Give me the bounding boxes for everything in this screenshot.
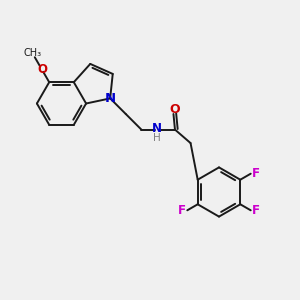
Text: H: H xyxy=(153,133,161,143)
Text: N: N xyxy=(152,122,162,136)
Text: F: F xyxy=(252,167,260,180)
Text: F: F xyxy=(178,204,186,217)
Text: F: F xyxy=(252,204,260,217)
Text: O: O xyxy=(169,103,180,116)
Text: CH₃: CH₃ xyxy=(23,48,41,58)
Text: O: O xyxy=(37,63,47,76)
Text: N: N xyxy=(105,92,116,105)
